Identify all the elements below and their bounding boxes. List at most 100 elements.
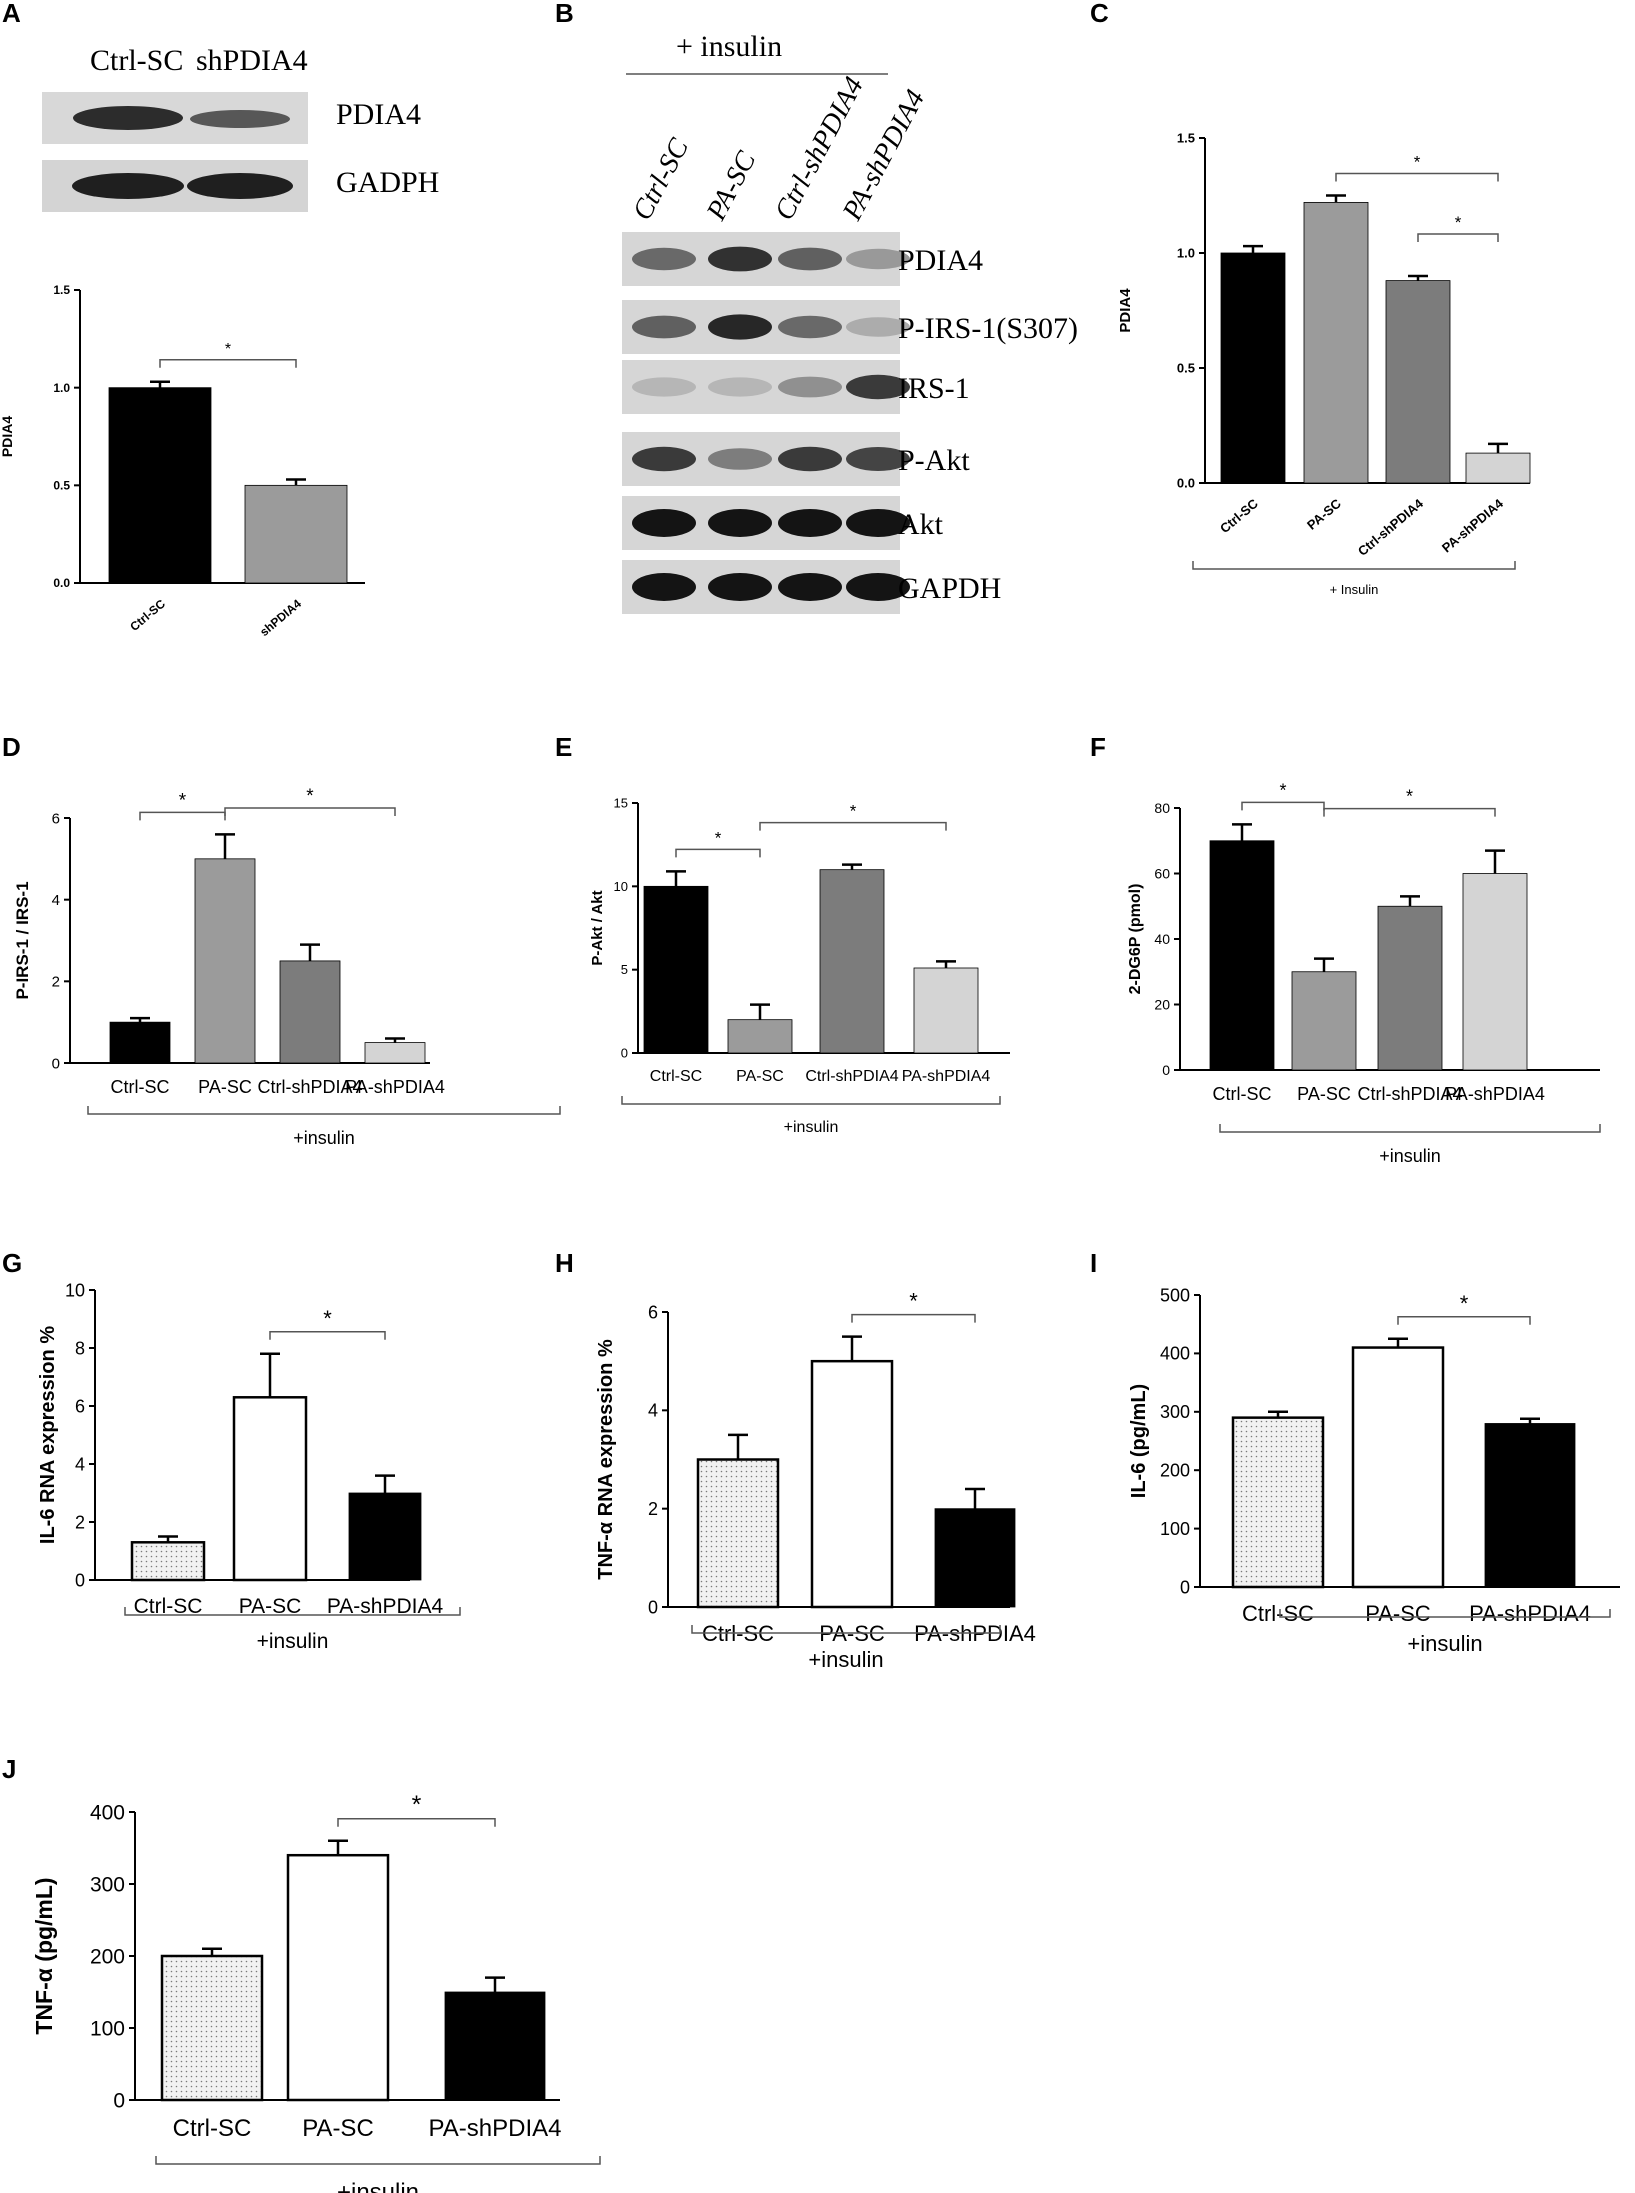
bar: [279, 960, 341, 1064]
group-bracket: [621, 1096, 1001, 1105]
blot-a-band: [187, 173, 293, 199]
x-tick-label: PA-shPDIA4: [1469, 1601, 1591, 1626]
y-tick-label: 1.5: [1177, 131, 1195, 146]
group-label: +insulin: [808, 1647, 883, 1672]
y-tick-label: 0: [113, 2089, 125, 2112]
group-label: +insulin: [1379, 1146, 1441, 1166]
y-axis-label: IL-6 (pg/mL): [1128, 1384, 1150, 1498]
bar: [696, 1458, 780, 1609]
bar: [194, 858, 256, 1064]
group-label: +insulin: [293, 1128, 355, 1148]
x-tick-label: Ctrl-SC: [134, 1595, 203, 1618]
group-label: +insulin: [337, 2179, 419, 2193]
blot-b-band: [778, 247, 842, 271]
y-axis-label: TNF-α RNA expression %: [595, 1339, 617, 1580]
y-tick-label: 15: [614, 796, 628, 811]
y-tick-label: 0.5: [53, 479, 70, 493]
y-tick-label: 6: [648, 1302, 658, 1322]
y-axis-label: P-IRS-1 / IRS-1: [13, 881, 32, 999]
x-tick-label: PA-SC: [1365, 1601, 1431, 1626]
bar: [244, 484, 348, 584]
significance-bracket: [675, 848, 761, 858]
significance-label: *: [412, 1791, 422, 1819]
x-tick-label: PA-shPDIA4: [345, 1077, 445, 1097]
significance-bracket: [1241, 801, 1325, 811]
group-label: +insulin: [784, 1119, 839, 1136]
y-tick-label: 0.0: [1177, 476, 1195, 491]
y-tick-label: 0: [1180, 1577, 1190, 1597]
significance-label: *: [715, 828, 722, 847]
y-tick-label: 4: [75, 1454, 85, 1474]
blot-b-band: [632, 509, 696, 537]
significance-label: *: [1279, 780, 1286, 800]
blot-a-band: [190, 110, 290, 128]
chart-g: 0 2 4 6 8 10 IL-6 RNA expression % Ctrl-SC PA-SC…: [37, 1280, 461, 1653]
blot-b-band: [778, 573, 842, 601]
significance-label: *: [306, 786, 314, 807]
chart-j: 0 100 200 300 400 TNF-α (pg/mL) Ctrl-SC PA-SC PA…: [31, 1791, 601, 2193]
blot-b-band: [708, 573, 772, 601]
y-tick-label: 100: [90, 2017, 125, 2040]
y-tick-label: 0.5: [1177, 361, 1195, 376]
bar: [108, 387, 212, 584]
blot-a-lane-label: Ctrl-SC: [90, 44, 183, 77]
bar: [1465, 452, 1531, 484]
panel-letter-b: B: [555, 0, 574, 28]
significance-bracket: [1323, 807, 1496, 817]
significance-label: *: [850, 802, 857, 821]
group-bracket: [1279, 1609, 1611, 1618]
x-tick-label: Ctrl-shPDIA4: [1355, 495, 1427, 559]
x-tick-label: PA-SC: [1297, 1084, 1351, 1104]
bar: [727, 1019, 793, 1054]
significance-bracket: [337, 1818, 496, 1827]
bar: [444, 1991, 546, 2101]
significance-bracket: [224, 807, 396, 816]
blot-b-band-label: P-IRS-1(S307): [898, 312, 1078, 345]
blot-b-band: [846, 447, 910, 471]
group-bracket: [155, 2156, 601, 2165]
blot-b-band-label: GAPDH: [898, 572, 1001, 605]
group-bracket: [1219, 1124, 1601, 1133]
y-tick-label: 0: [1162, 1062, 1170, 1078]
y-axis-label: PDIA4: [0, 416, 15, 457]
x-tick-label: PA-SC: [239, 1595, 302, 1618]
significance-label: *: [1414, 153, 1421, 172]
blot-b-band: [632, 247, 696, 271]
panel-letter-c: C: [1090, 0, 1109, 28]
bar: [232, 1396, 308, 1582]
group-label: + Insulin: [1330, 582, 1379, 597]
blot-b-band: [778, 376, 842, 398]
blot-b-band: [846, 509, 910, 537]
y-tick-label: 4: [648, 1401, 658, 1421]
significance-label: *: [323, 1306, 332, 1331]
x-tick-label: Ctrl-SC: [173, 2115, 252, 2142]
x-tick-label: PA-SC: [736, 1068, 784, 1085]
y-tick-label: 2: [648, 1499, 658, 1519]
blot-b-band: [846, 317, 910, 337]
y-tick-label: 1.0: [1177, 246, 1195, 261]
x-tick-label: PA-SC: [1304, 495, 1344, 532]
y-tick-label: 80: [1154, 800, 1170, 816]
panel-letter-e: E: [555, 732, 572, 762]
y-tick-label: 1.0: [53, 381, 70, 395]
y-axis-label: IL-6 RNA expression %: [37, 1326, 59, 1544]
bar: [364, 1042, 426, 1064]
x-tick-label: PA-shPDIA4: [429, 2115, 562, 2142]
y-tick-label: 8: [75, 1338, 85, 1358]
bar: [1220, 252, 1286, 484]
blot-b-band-label: IRS-1: [898, 372, 970, 405]
y-axis-label: TNF-α (pg/mL): [31, 1877, 57, 2034]
y-axis-label: P-Akt / Akt: [589, 890, 606, 965]
significance-bracket: [851, 1313, 976, 1323]
panel-letter-f: F: [1090, 732, 1106, 762]
blot-b-lane-label: PA-SC: [700, 146, 762, 226]
significance-label: *: [1455, 213, 1462, 232]
bar: [1462, 873, 1528, 1071]
x-tick-label: PA-shPDIA4: [327, 1595, 444, 1618]
chart-a: 0.0 0.5 1.0 1.5 PDIA4 Ctrl-SC shPDIA4 *: [0, 283, 365, 639]
panel-letter-i: I: [1090, 1248, 1097, 1278]
y-tick-label: 100: [1160, 1519, 1190, 1539]
blot-b-band-label: PDIA4: [898, 244, 983, 277]
chart-f: 0 20 40 60 80 2-DG6P (pmol) Ctrl-SC PA-SC Ctrl-s…: [1127, 780, 1601, 1166]
